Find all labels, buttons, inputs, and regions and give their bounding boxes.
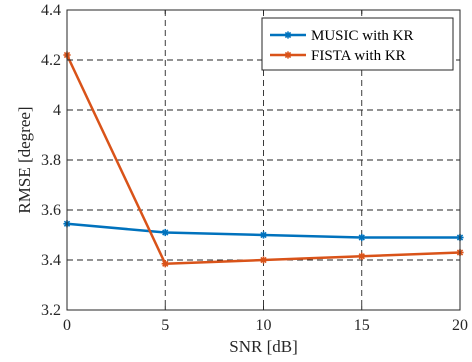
x-axis-label: SNR [dB]	[229, 337, 297, 356]
y-tick-label-0: 3.2	[41, 302, 61, 319]
data-point-0-1	[161, 228, 169, 237]
data-point-0-3	[358, 233, 366, 242]
x-tick-label-0: 0	[63, 317, 71, 334]
legend-entry-music: MUSIC with KR	[270, 28, 414, 44]
legend-marker-point-0	[284, 31, 292, 39]
x-tick-labels: 0 5 10 15 20	[63, 317, 468, 334]
y-tick-label-3: 3.8	[41, 152, 61, 169]
y-tick-label-5: 4.2	[41, 52, 61, 69]
x-tick-label-2: 10	[256, 317, 272, 334]
data-point-0-2	[259, 231, 268, 239]
x-tick-label-1: 5	[161, 317, 169, 334]
data-point-1-3	[358, 252, 366, 260]
legend-marker-fista	[284, 51, 292, 59]
x-tick-label-4: 20	[452, 317, 468, 334]
y-tick-label-1: 3.4	[41, 252, 61, 269]
data-point-1-2	[259, 256, 268, 264]
y-tick-label-4: 4	[53, 102, 61, 119]
legend-box	[261, 17, 454, 71]
legend-marker-music	[284, 31, 292, 39]
y-tick-label-6: 4.4	[41, 2, 61, 19]
legend: MUSIC with KR FISTA with KR	[261, 17, 454, 71]
legend-marker-point-1	[284, 51, 292, 59]
y-tick-label-2: 3.6	[41, 202, 61, 219]
legend-label-music: MUSIC with KR	[311, 28, 414, 44]
data-point-1-1	[161, 260, 169, 268]
axis-ticks	[66, 9, 461, 311]
y-tick-labels: 3.2 3.4 3.6 3.8 4 4.2 4.4	[41, 2, 61, 319]
y-axis-label: RMSE [degree]	[15, 106, 34, 213]
x-tick-label-3: 15	[354, 317, 370, 334]
legend-entry-fista: FISTA with KR	[270, 48, 406, 64]
legend-label-fista: FISTA with KR	[311, 48, 406, 64]
